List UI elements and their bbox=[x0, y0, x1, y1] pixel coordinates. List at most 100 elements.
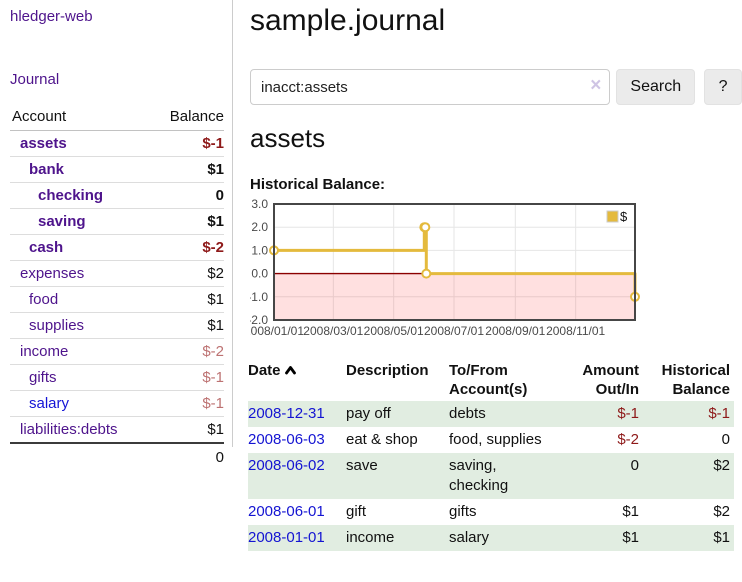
transaction-description: gift bbox=[346, 503, 367, 520]
account-link[interactable]: bank bbox=[29, 161, 65, 178]
account-link[interactable]: income bbox=[20, 343, 69, 360]
svg-text:0.0: 0.0 bbox=[251, 267, 268, 281]
account-table-header-row: Account Balance bbox=[10, 105, 224, 131]
clear-search-icon[interactable]: × bbox=[590, 75, 602, 96]
svg-text:1.0: 1.0 bbox=[251, 243, 268, 257]
svg-text:-2.0: -2.0 bbox=[250, 313, 268, 327]
transaction-date-link[interactable]: 2008-01-01 bbox=[248, 529, 325, 546]
account-link[interactable]: checking bbox=[38, 187, 104, 204]
account-row: cash $-2 bbox=[10, 234, 224, 261]
account-balance: $1 bbox=[150, 286, 224, 313]
sort-ascending-icon bbox=[284, 366, 296, 375]
svg-text:2.0: 2.0 bbox=[251, 220, 268, 234]
amount-column-header: Amount Out/In bbox=[582, 362, 639, 398]
register-header-row: Date Description To/From Account(s) Amou… bbox=[248, 359, 734, 401]
transaction-historical-balance: $1 bbox=[713, 529, 730, 546]
transaction-accounts: salary bbox=[449, 529, 490, 546]
description-column-header: Description bbox=[346, 362, 429, 379]
transaction-row: 2008-06-02 save saving, checking 0 $2 bbox=[248, 453, 734, 499]
transaction-amount: $1 bbox=[622, 529, 639, 546]
account-balance: $1 bbox=[150, 312, 224, 339]
transaction-row: 2008-12-31 pay off debts $-1 $-1 bbox=[248, 401, 734, 427]
account-link[interactable]: expenses bbox=[20, 265, 85, 282]
chart-title: Historical Balance: bbox=[250, 176, 386, 193]
search-button[interactable]: Search bbox=[616, 69, 696, 105]
svg-text:2008/09/01: 2008/09/01 bbox=[485, 324, 545, 338]
account-link[interactable]: saving bbox=[38, 213, 86, 230]
svg-text:2008/01/01: 2008/01/01 bbox=[250, 324, 304, 338]
transaction-description: eat & shop bbox=[346, 431, 418, 448]
account-balance: $-1 bbox=[150, 390, 224, 417]
transaction-row: 2008-06-03 eat & shop food, supplies $-2 0 bbox=[248, 427, 734, 453]
account-link[interactable]: food bbox=[29, 291, 59, 308]
account-balance: $2 bbox=[150, 260, 224, 287]
historical-balance-chart: $3.0 2.0 1.0 0.0 -1.0 -2.02008/01/012008/03/0… bbox=[250, 198, 640, 338]
transaction-date-link[interactable]: 2008-06-02 bbox=[248, 457, 325, 474]
transaction-historical-balance: 0 bbox=[721, 431, 730, 448]
transaction-description: income bbox=[346, 529, 395, 546]
account-balance: $-1 bbox=[150, 364, 224, 391]
transaction-description: save bbox=[346, 457, 378, 474]
date-column-header[interactable]: Date bbox=[248, 359, 346, 401]
transaction-accounts: debts bbox=[449, 405, 486, 422]
account-balance: $1 bbox=[150, 156, 224, 183]
svg-text:3.0: 3.0 bbox=[251, 198, 268, 211]
account-total-row: 0 bbox=[10, 443, 224, 470]
transaction-amount: 0 bbox=[630, 457, 639, 474]
account-link[interactable]: cash bbox=[29, 239, 64, 256]
account-link[interactable]: liabilities:debts bbox=[20, 421, 118, 438]
transaction-date-link[interactable]: 2008-06-03 bbox=[248, 431, 325, 448]
page-title: sample.journal bbox=[250, 4, 446, 37]
account-link[interactable]: gifts bbox=[29, 369, 57, 386]
search-bar: × Search ? bbox=[250, 69, 742, 105]
account-balance: $-2 bbox=[150, 234, 224, 261]
account-link[interactable]: salary bbox=[29, 395, 70, 412]
transaction-accounts: food, supplies bbox=[449, 431, 542, 448]
account-link[interactable]: supplies bbox=[29, 317, 85, 334]
transaction-amount: $-2 bbox=[617, 431, 639, 448]
account-row: food $1 bbox=[10, 286, 224, 313]
transaction-historical-balance: $2 bbox=[713, 457, 730, 474]
account-row: assets $-1 bbox=[10, 130, 224, 157]
chart-legend-label: $ bbox=[620, 209, 628, 224]
help-button[interactable]: ? bbox=[704, 69, 742, 105]
transaction-historical-balance: $2 bbox=[713, 503, 730, 520]
historical-column-header: Historical Balance bbox=[661, 362, 730, 398]
account-row: gifts $-1 bbox=[10, 364, 224, 391]
tofrom-column-header: To/From Account(s) bbox=[449, 362, 528, 398]
svg-text:2008/03/01: 2008/03/01 bbox=[303, 324, 363, 338]
transaction-date-link[interactable]: 2008-06-01 bbox=[248, 503, 325, 520]
account-total-balance: 0 bbox=[215, 449, 224, 466]
svg-text:2008/07/01: 2008/07/01 bbox=[424, 324, 484, 338]
main-content: sample.journal × Search ? assets Histori… bbox=[248, 0, 742, 551]
balance-column-header: Balance bbox=[150, 105, 224, 131]
account-balance: $-2 bbox=[150, 338, 224, 365]
transaction-accounts: gifts bbox=[449, 503, 477, 520]
account-column-header: Account bbox=[10, 105, 151, 131]
transaction-historical-balance: $-1 bbox=[708, 405, 730, 422]
transaction-description: pay off bbox=[346, 405, 391, 422]
transaction-row: 2008-01-01 income salary $1 $1 bbox=[248, 525, 734, 551]
transaction-amount: $1 bbox=[622, 503, 639, 520]
account-balance-table: Account Balance assets $-1 bank $1 checking 0… bbox=[10, 105, 224, 470]
svg-text:2008/05/01: 2008/05/01 bbox=[364, 324, 424, 338]
transaction-date-link[interactable]: 2008-12-31 bbox=[248, 405, 325, 422]
account-balance: $-1 bbox=[150, 130, 224, 157]
account-row: supplies $1 bbox=[10, 312, 224, 339]
account-row: expenses $2 bbox=[10, 260, 224, 287]
sidebar-item-journal[interactable]: Journal bbox=[10, 71, 60, 88]
transaction-amount: $-1 bbox=[617, 405, 639, 422]
register-table: Date Description To/From Account(s) Amou… bbox=[248, 359, 734, 551]
account-balance: 0 bbox=[150, 182, 224, 209]
account-heading: assets bbox=[250, 123, 326, 153]
account-row: bank $1 bbox=[10, 156, 224, 183]
search-input[interactable] bbox=[250, 69, 611, 105]
account-row: salary $-1 bbox=[10, 390, 224, 417]
account-row: checking 0 bbox=[10, 182, 224, 209]
account-link[interactable]: assets bbox=[20, 135, 67, 152]
app-brand-link[interactable]: hledger-web bbox=[10, 8, 93, 25]
transaction-row: 2008-06-01 gift gifts $1 $2 bbox=[248, 499, 734, 525]
account-balance: $1 bbox=[150, 208, 224, 235]
sidebar: hledger-web Journal Account Balance asse… bbox=[0, 0, 233, 466]
account-row: income $-2 bbox=[10, 338, 224, 365]
